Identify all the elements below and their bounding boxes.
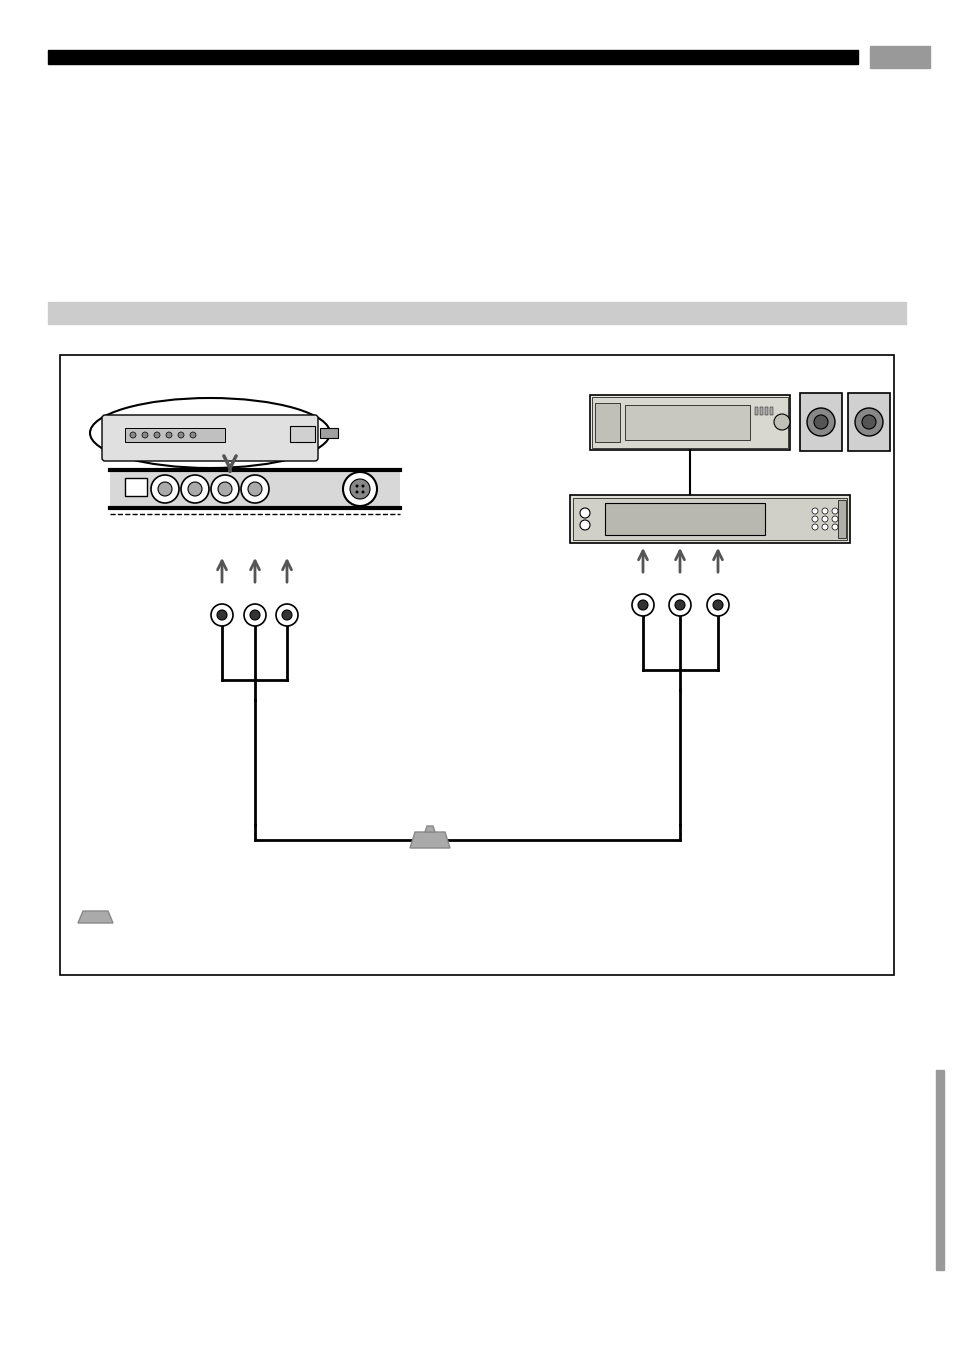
Circle shape [151,475,179,503]
Circle shape [130,433,136,438]
Bar [935,1069,943,1270]
Bar [125,479,147,496]
Circle shape [854,408,882,435]
Circle shape [821,508,827,514]
Bar [592,397,787,448]
Circle shape [811,508,817,514]
Circle shape [211,475,239,503]
Circle shape [706,594,728,617]
Circle shape [142,433,148,438]
Circle shape [181,475,209,503]
Circle shape [355,484,358,488]
Circle shape [862,415,875,429]
Circle shape [211,604,233,626]
Circle shape [712,600,722,610]
Circle shape [275,604,297,626]
Circle shape [675,600,684,610]
Bar [847,393,889,452]
Bar [764,407,767,415]
Circle shape [188,483,202,496]
Circle shape [178,433,184,438]
Bar [604,503,764,535]
Polygon shape [78,911,112,923]
Bar [754,407,758,415]
Circle shape [668,594,690,617]
Circle shape [250,610,260,621]
Bar [110,470,399,508]
Circle shape [831,525,837,530]
Bar [125,429,225,442]
Bar [595,403,619,442]
Bar [319,429,337,438]
Circle shape [579,521,589,530]
Bar [624,406,749,439]
Circle shape [190,433,195,438]
Circle shape [831,508,837,514]
Circle shape [821,516,827,522]
Bar [837,500,845,538]
Polygon shape [410,831,450,848]
Bar [800,393,841,452]
Circle shape [218,483,232,496]
Circle shape [361,484,364,488]
Circle shape [350,479,370,499]
Circle shape [282,610,292,621]
Circle shape [638,600,647,610]
Circle shape [579,508,589,518]
Circle shape [158,483,172,496]
Circle shape [773,414,789,430]
Bar [589,395,789,450]
Circle shape [355,491,358,493]
Bar [573,498,846,539]
Circle shape [166,433,172,438]
Circle shape [361,491,364,493]
Circle shape [811,516,817,522]
Bar [869,46,929,68]
Bar [569,495,849,544]
Circle shape [153,433,160,438]
Circle shape [343,472,376,506]
Bar [48,301,905,324]
Bar [769,407,772,415]
Circle shape [244,604,266,626]
Circle shape [216,610,227,621]
Circle shape [241,475,269,503]
Circle shape [831,516,837,522]
Circle shape [813,415,827,429]
Circle shape [821,525,827,530]
Circle shape [248,483,262,496]
Bar [290,426,314,442]
Polygon shape [424,826,435,831]
Bar [760,407,762,415]
Circle shape [631,594,654,617]
Ellipse shape [90,397,330,468]
Circle shape [806,408,834,435]
FancyBboxPatch shape [102,415,317,461]
Bar [60,356,893,975]
Bar [48,50,857,64]
Circle shape [811,525,817,530]
